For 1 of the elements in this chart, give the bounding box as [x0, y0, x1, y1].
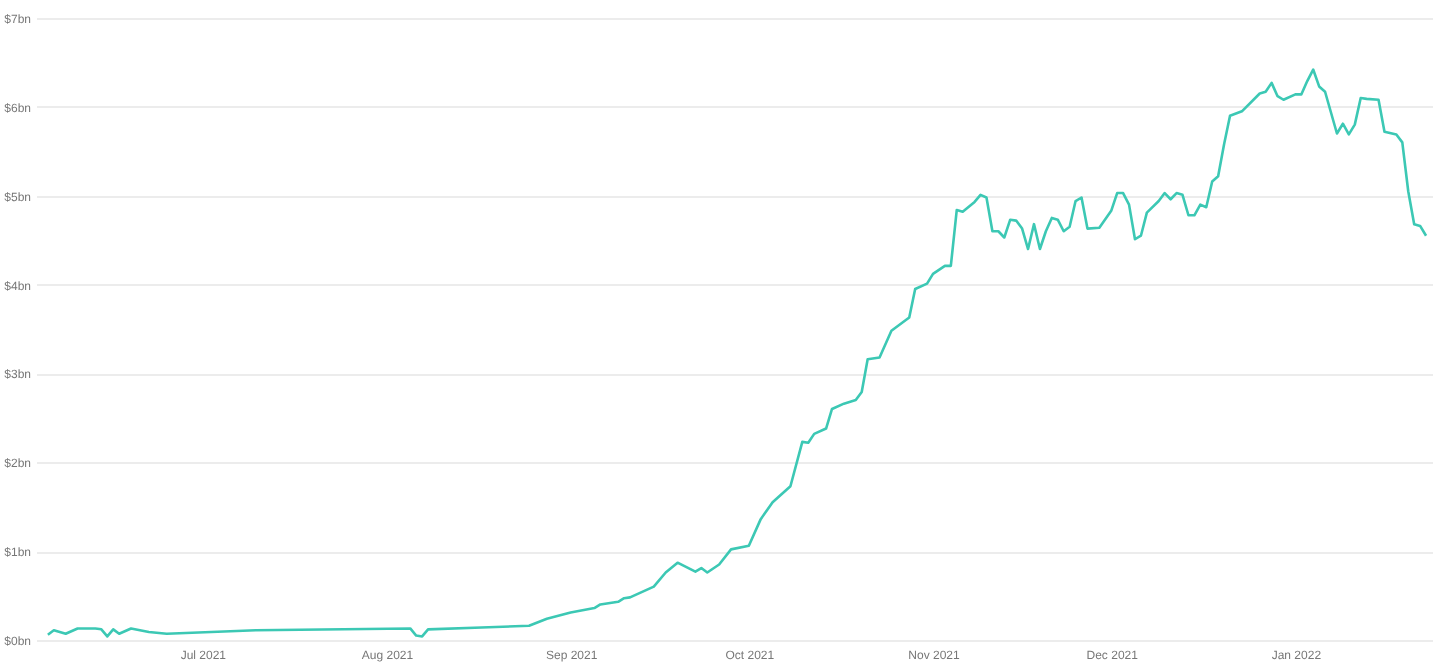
- line-series: [46, 68, 1428, 638]
